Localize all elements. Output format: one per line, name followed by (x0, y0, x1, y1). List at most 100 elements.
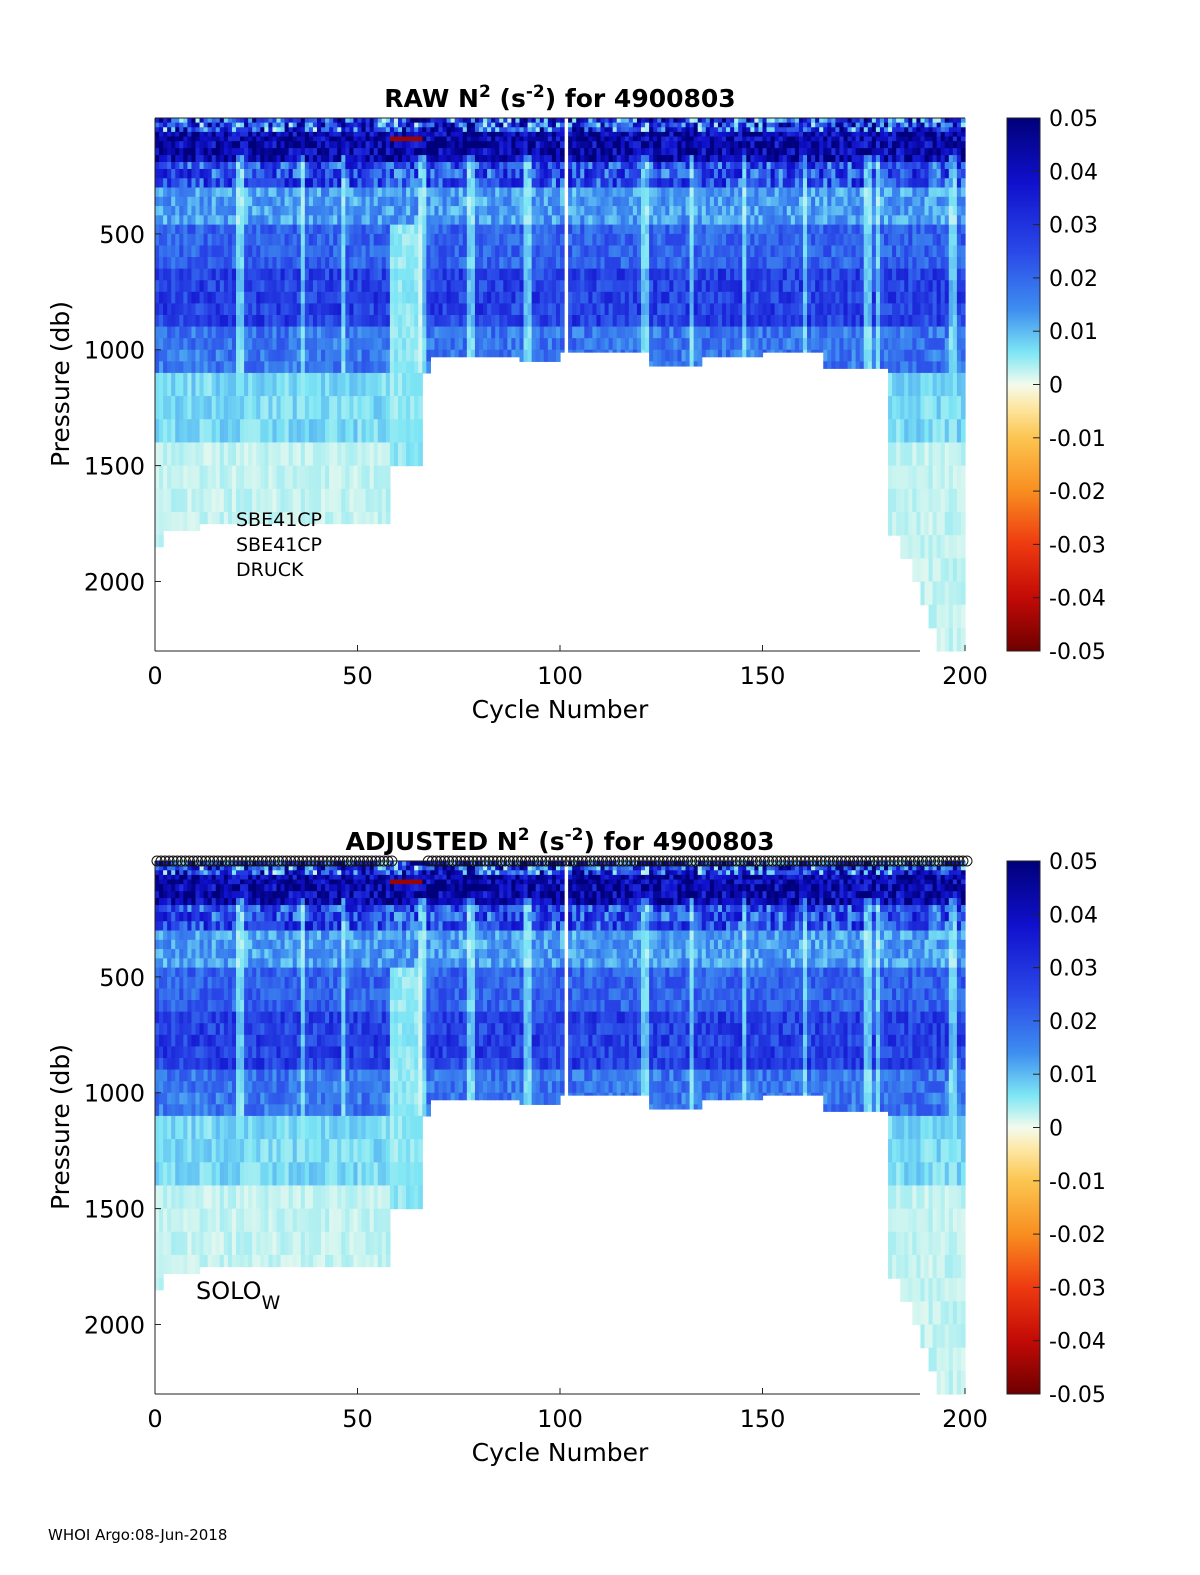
heat-cell (264, 196, 269, 207)
heat-cell (345, 361, 350, 374)
heat-cell (653, 178, 658, 189)
heat-cell (709, 148, 715, 156)
heat-cell (689, 168, 695, 179)
heat-cell (734, 196, 739, 207)
heat-cell (722, 155, 727, 163)
heat-cell (495, 178, 500, 189)
heat-cell (636, 131, 642, 138)
heat-cell (361, 206, 367, 216)
heat-cell (786, 349, 792, 353)
heat-cell (398, 215, 403, 226)
heat-cell (389, 396, 395, 420)
heat-cell (361, 224, 367, 235)
heat-cell (507, 155, 512, 163)
heat-cell (155, 372, 160, 397)
heat-cell (620, 314, 626, 328)
heat-cell (300, 488, 306, 513)
heat-cell (665, 280, 670, 293)
heat-cell (167, 168, 172, 179)
heat-cell (260, 372, 265, 397)
heat-cell (361, 127, 367, 133)
heat-cell (406, 349, 411, 362)
heat-cell (693, 168, 699, 179)
heat-cell (179, 118, 184, 124)
heat-cell (296, 224, 302, 235)
heat-cell (649, 280, 654, 293)
heat-cell (628, 122, 634, 128)
heat-cell (207, 465, 213, 490)
heat-cell (507, 206, 512, 216)
heat-cell (588, 338, 593, 351)
heat-cell (276, 168, 282, 179)
heat-cell (774, 196, 780, 207)
heat-cell (329, 326, 334, 339)
heat-cell (487, 127, 492, 133)
heat-cell (219, 162, 225, 170)
heat-cell (547, 131, 553, 138)
heat-cell (268, 303, 274, 316)
heat-cell (345, 511, 350, 525)
heat-cell (207, 224, 213, 235)
heat-cell (240, 511, 245, 525)
heat-cell (624, 349, 630, 353)
heat-cell (272, 148, 278, 156)
heat-cell (442, 155, 448, 163)
heat-cell (349, 127, 355, 133)
heat-cell (661, 141, 666, 149)
heat-cell (179, 131, 184, 138)
heat-cell (308, 326, 314, 339)
heat-cell (191, 396, 197, 420)
heat-cell (560, 280, 565, 293)
heat-cell (252, 372, 257, 397)
heat-cell (284, 187, 290, 198)
heat-cell (758, 122, 764, 128)
heat-cell (195, 127, 201, 133)
heat-cell (260, 118, 265, 124)
heat-cell (155, 326, 160, 339)
heat-cell (661, 233, 666, 247)
heat-cell (665, 148, 670, 156)
heat-cell (187, 155, 193, 163)
heat-cell (568, 148, 573, 156)
heat-cell (507, 178, 512, 189)
heat-cell (325, 396, 330, 420)
heat-cell (215, 291, 221, 304)
heat-cell (543, 349, 549, 362)
heat-cell (203, 280, 209, 293)
heat-cell (483, 155, 488, 163)
heat-cell (300, 314, 306, 328)
heat-cell (349, 206, 355, 216)
heat-cell (223, 361, 229, 374)
heat-cell (215, 224, 221, 235)
heat-cell (649, 303, 654, 316)
heat-cell (790, 136, 796, 142)
heat-cell (434, 162, 440, 170)
heat-cell (705, 118, 711, 124)
heat-cell (608, 148, 614, 156)
heat-cell (304, 215, 310, 226)
heat-cell (709, 257, 715, 270)
heat-cell (531, 224, 537, 235)
heat-cell (803, 215, 808, 226)
heat-cell (296, 314, 302, 328)
heat-cell (628, 155, 634, 163)
heat-cell (345, 162, 350, 170)
heat-cell (592, 131, 598, 138)
heat-cell (596, 326, 602, 339)
heat-cell (288, 118, 294, 124)
heat-cell (669, 233, 674, 247)
heat-cell (252, 361, 257, 374)
heat-cell (693, 187, 699, 198)
heat-cell (677, 178, 683, 189)
heat-cell (292, 118, 298, 124)
heat-cell (649, 361, 654, 367)
heat-cell (641, 303, 646, 316)
heat-cell (284, 118, 290, 124)
heat-cell (491, 233, 496, 247)
heat-cell (713, 127, 719, 133)
heat-cell (260, 162, 265, 170)
heat-cell (211, 196, 217, 207)
heat-cell (616, 233, 622, 247)
heat-cell (815, 162, 820, 170)
heat-cell (191, 349, 197, 362)
